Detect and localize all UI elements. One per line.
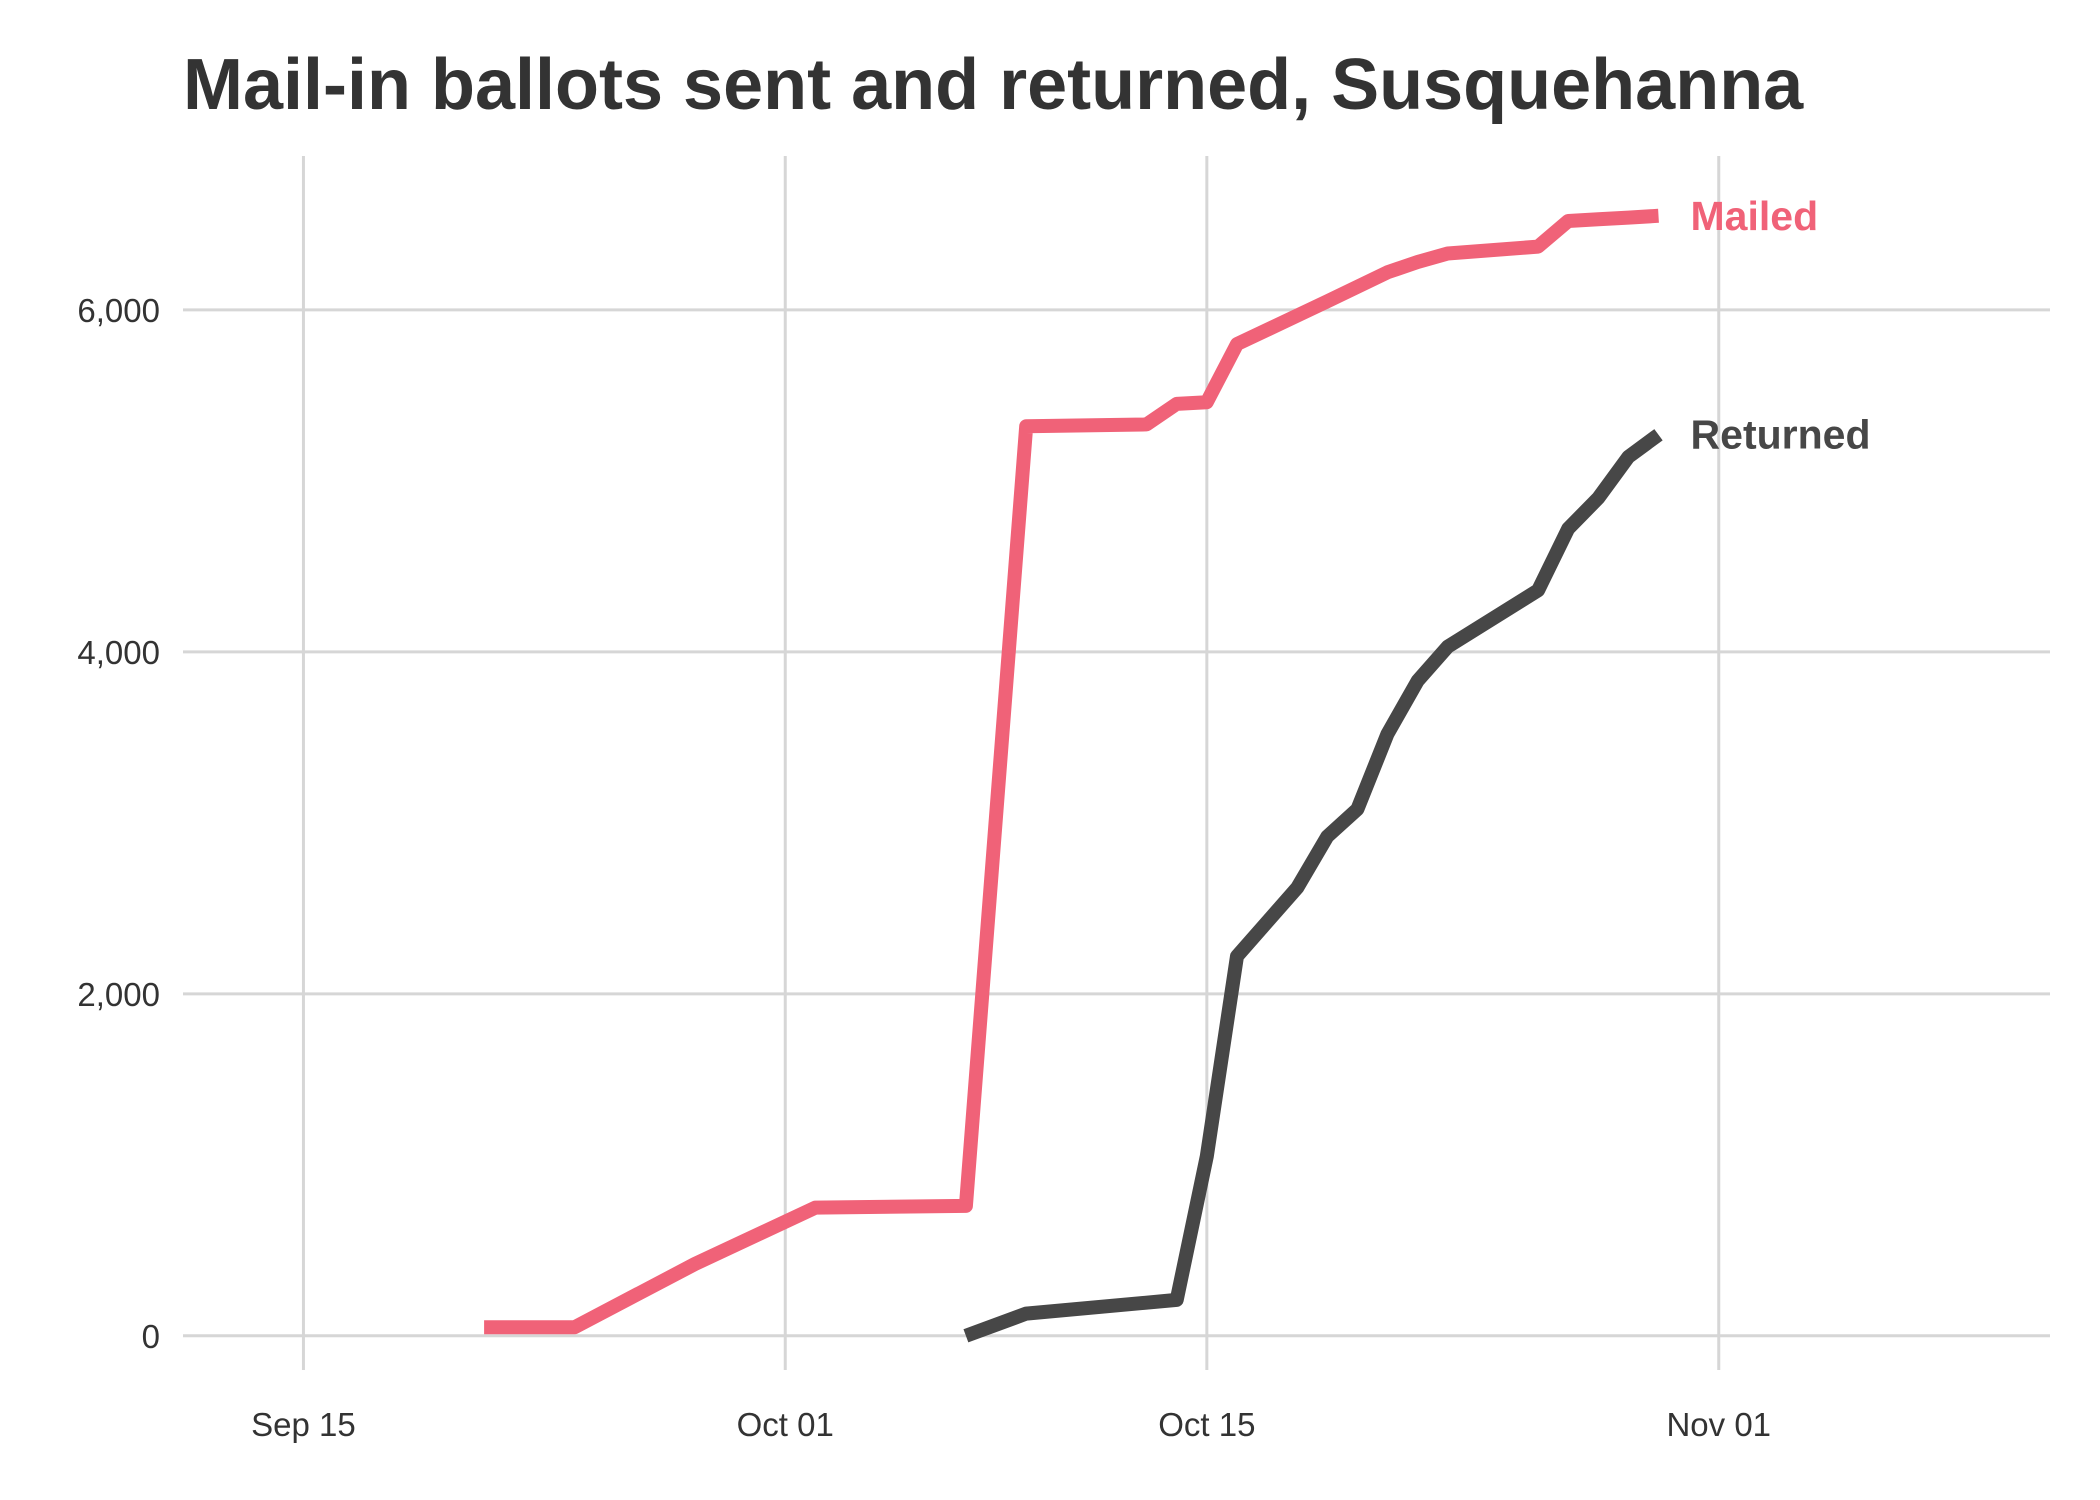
x-tick-labels: Sep 15 Oct 01 Oct 15 Nov 01 xyxy=(251,1406,1771,1443)
series-label-mailed: Mailed xyxy=(1691,193,1819,239)
y-tick-label: 4,000 xyxy=(77,634,160,671)
x-tick-label: Oct 01 xyxy=(737,1406,834,1443)
series-line-returned xyxy=(963,429,1663,1343)
y-gridlines xyxy=(183,308,2050,1338)
series-label-returned: Returned xyxy=(1691,412,1871,458)
x-gridlines xyxy=(301,156,1721,1370)
chart-title: Mail-in ballots sent and returned, Susqu… xyxy=(183,45,1804,125)
y-tick-label: 0 xyxy=(142,1318,160,1355)
y-tick-label: 6,000 xyxy=(77,292,160,329)
series-lines xyxy=(484,208,1663,1343)
series-labels: Mailed Returned xyxy=(1691,193,1871,458)
y-tick-labels: 0 2,000 4,000 6,000 xyxy=(77,292,160,1355)
x-tick-label: Oct 15 xyxy=(1158,1406,1255,1443)
y-tick-label: 2,000 xyxy=(77,976,160,1013)
x-tick-label: Nov 01 xyxy=(1666,1406,1771,1443)
series-line-mailed xyxy=(484,208,1659,1335)
x-tick-label: Sep 15 xyxy=(251,1406,356,1443)
